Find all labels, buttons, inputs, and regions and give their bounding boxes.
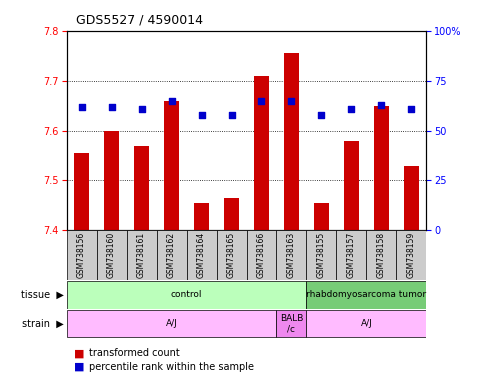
Bar	[336, 230, 366, 280]
Bar	[157, 230, 186, 280]
Bar	[164, 101, 179, 230]
Text: tissue  ▶: tissue ▶	[21, 290, 64, 300]
Bar	[194, 203, 209, 230]
Point	[317, 111, 325, 118]
Bar	[284, 53, 299, 230]
Text: ■: ■	[74, 348, 84, 358]
Text: GSM738162: GSM738162	[167, 232, 176, 278]
Text: GSM738159: GSM738159	[407, 232, 416, 278]
Text: GSM738157: GSM738157	[347, 232, 356, 278]
Text: strain  ▶: strain ▶	[22, 318, 64, 329]
Point	[378, 101, 386, 108]
Bar	[314, 203, 329, 230]
Text: BALB
/c: BALB /c	[280, 314, 303, 333]
Bar	[246, 230, 277, 280]
Text: transformed count: transformed count	[89, 348, 179, 358]
Text: A/J: A/J	[360, 319, 372, 328]
Text: ■: ■	[74, 362, 84, 372]
Point	[408, 106, 416, 112]
Bar	[127, 230, 157, 280]
Bar	[254, 76, 269, 230]
Bar	[186, 230, 216, 280]
Bar	[277, 310, 307, 337]
Text: GSM738160: GSM738160	[107, 232, 116, 278]
Bar	[97, 230, 127, 280]
Bar	[67, 310, 277, 337]
Bar	[277, 230, 307, 280]
Text: GSM738163: GSM738163	[287, 232, 296, 278]
Bar	[67, 230, 97, 280]
Point	[348, 106, 355, 112]
Text: GSM738164: GSM738164	[197, 232, 206, 278]
Text: GDS5527 / 4590014: GDS5527 / 4590014	[76, 13, 204, 26]
Bar	[216, 230, 246, 280]
Text: GSM738155: GSM738155	[317, 232, 326, 278]
Text: GSM738158: GSM738158	[377, 232, 386, 278]
Bar	[67, 281, 307, 309]
Bar	[224, 198, 239, 230]
Point	[228, 111, 236, 118]
Text: rhabdomyosarcoma tumor: rhabdomyosarcoma tumor	[307, 290, 426, 299]
Point	[168, 98, 176, 104]
Point	[107, 104, 115, 110]
Text: GSM738165: GSM738165	[227, 232, 236, 278]
Bar	[396, 230, 426, 280]
Point	[77, 104, 85, 110]
Point	[198, 111, 206, 118]
Point	[257, 98, 265, 104]
Bar	[104, 131, 119, 230]
Text: A/J: A/J	[166, 319, 177, 328]
Bar	[374, 106, 389, 230]
Text: GSM738166: GSM738166	[257, 232, 266, 278]
Bar	[134, 146, 149, 230]
Text: GSM738156: GSM738156	[77, 232, 86, 278]
Bar	[307, 310, 426, 337]
Point	[138, 106, 145, 112]
Bar	[366, 230, 396, 280]
Bar	[344, 141, 359, 230]
Text: control: control	[171, 290, 202, 299]
Text: percentile rank within the sample: percentile rank within the sample	[89, 362, 254, 372]
Bar	[404, 166, 419, 230]
Bar	[307, 281, 426, 309]
Bar	[74, 153, 89, 230]
Text: GSM738161: GSM738161	[137, 232, 146, 278]
Bar	[307, 230, 336, 280]
Point	[287, 98, 295, 104]
